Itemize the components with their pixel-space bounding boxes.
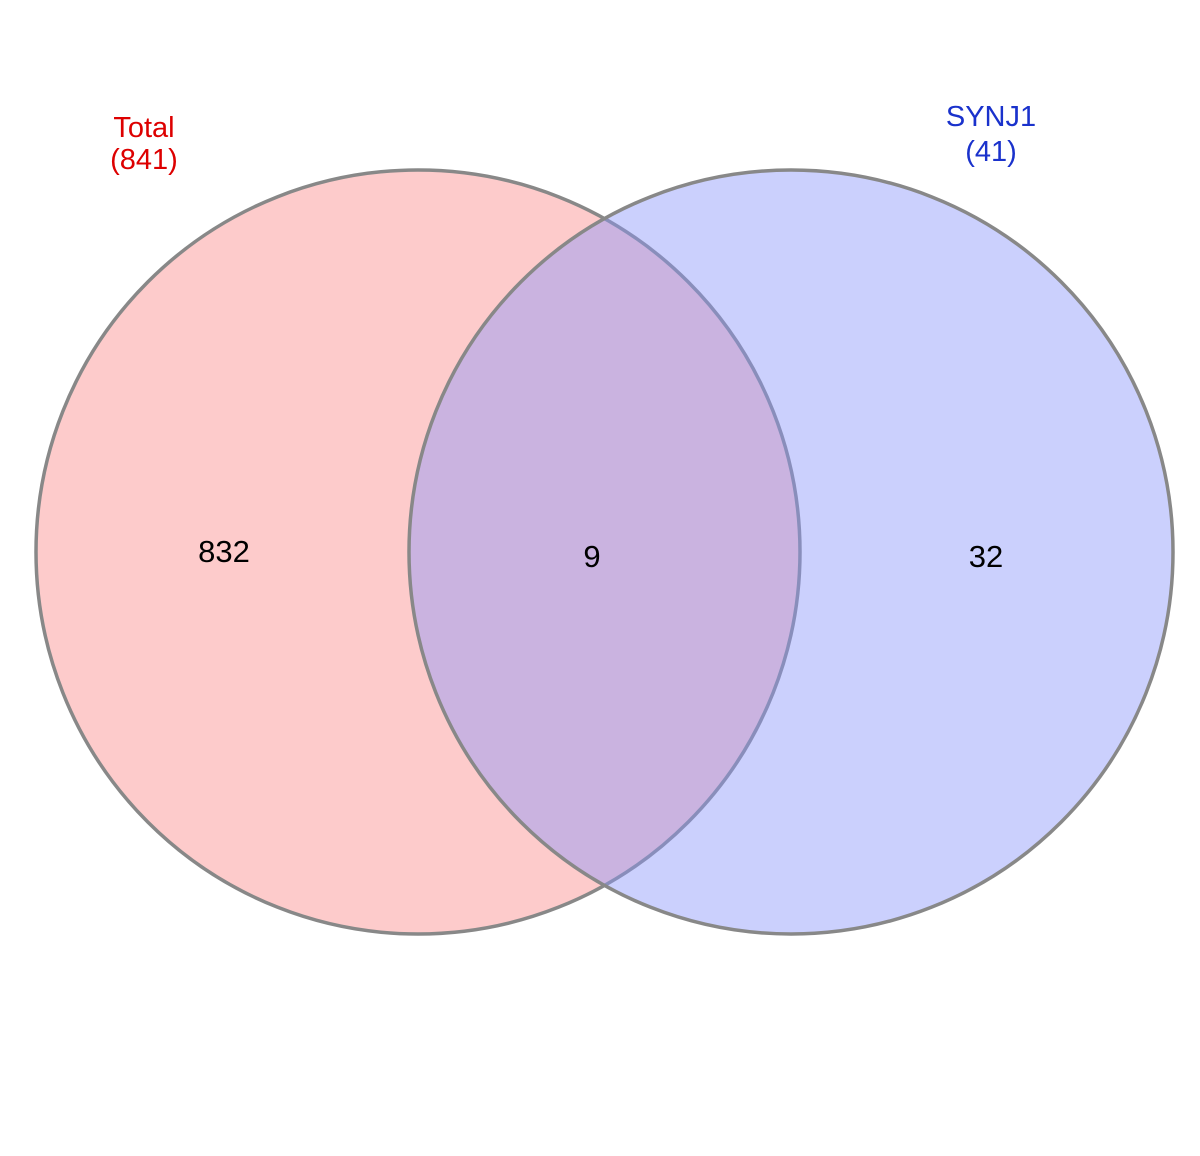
region-count-intersection: 9	[583, 539, 600, 574]
region-count-synj1-only: 32	[969, 539, 1003, 574]
set-label-synj1-name: SYNJ1	[946, 101, 1036, 133]
region-count-total-only: 832	[198, 534, 250, 569]
set-label-synj1-count: (41)	[965, 136, 1017, 168]
set-label-total-count: (841)	[110, 144, 178, 176]
set-label-total-name: Total	[113, 112, 174, 144]
set-circle-synj1	[407, 168, 1175, 936]
set-circle-total	[34, 168, 802, 936]
